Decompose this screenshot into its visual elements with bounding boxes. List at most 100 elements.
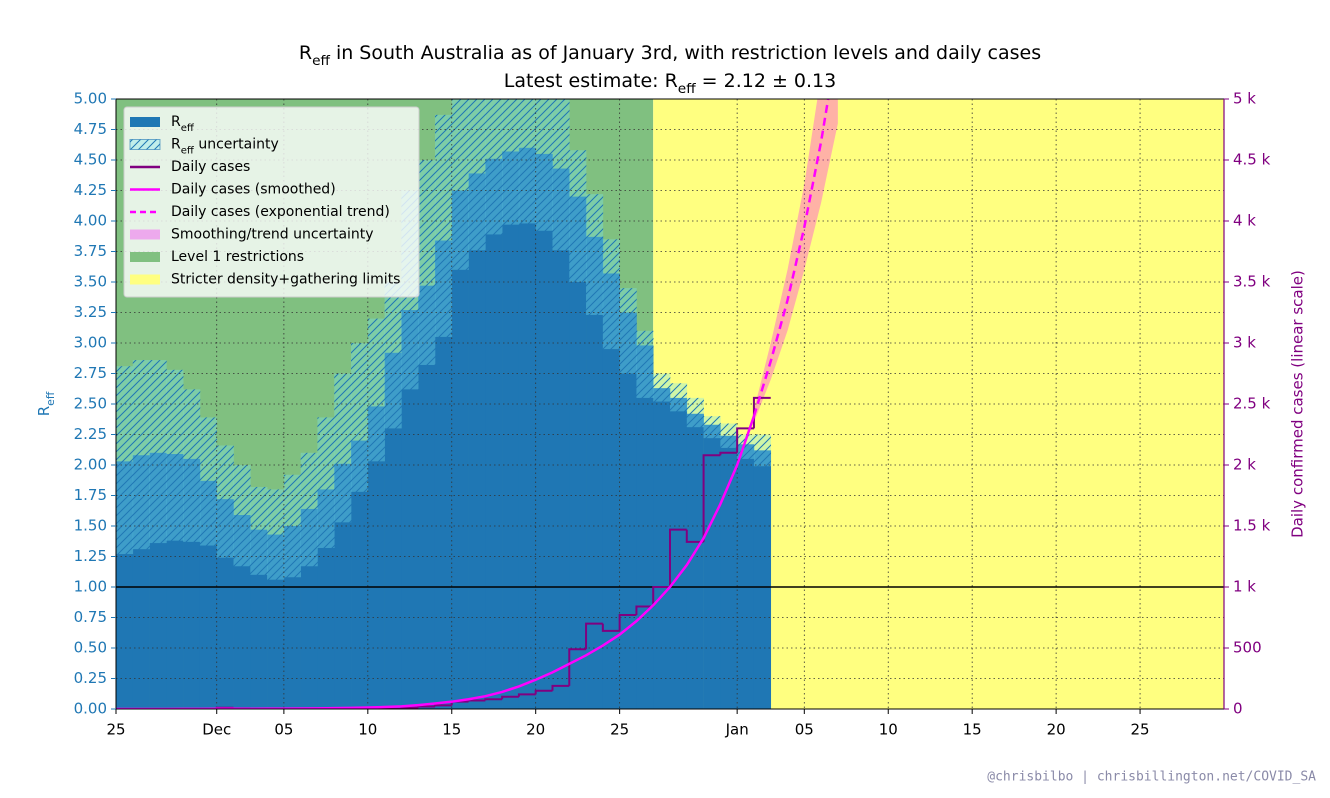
text-part: eff: [181, 145, 195, 156]
grid-layer: [116, 99, 1224, 709]
x-tick-label: Dec: [202, 721, 231, 739]
legend-label: Daily cases: [171, 159, 250, 175]
y-tick-label: 2.50: [74, 395, 107, 413]
y-tick-label: 3.25: [74, 303, 107, 321]
y-tick-label: 1.00: [74, 578, 107, 596]
daily-cases-step: [534, 689, 553, 695]
y-tick-label: 0.25: [74, 669, 107, 687]
legend-label: Smoothing/trend uncertainty: [171, 227, 374, 243]
y-tick-label: 0.50: [74, 639, 107, 657]
reff-bar: [451, 190, 469, 709]
legend-swatch: [130, 252, 160, 262]
reff-bar: [468, 173, 486, 709]
daily-cases-step: [601, 623, 620, 632]
y2-tick-label: 0: [1233, 700, 1243, 718]
daily-cases-step: [568, 648, 587, 686]
reff-uncertainty: [132, 360, 150, 550]
legend-label: Reff uncertainty: [171, 137, 279, 157]
reff-bar: [367, 406, 385, 709]
reff-bar: [418, 285, 436, 709]
reff-uncertainty: [317, 417, 335, 548]
reff-uncertainty: [670, 383, 688, 412]
y-tick-label: 2.75: [74, 364, 107, 382]
y2-tick-label: 4.5 k: [1233, 151, 1271, 169]
daily-cases-step: [685, 529, 704, 543]
cases-layer: [116, 99, 838, 709]
reff-uncertainty: [434, 114, 453, 337]
x-tick-label: 20: [1047, 721, 1066, 739]
legend-box: [123, 106, 420, 298]
reff-uncertainty: [166, 369, 184, 541]
reff-bar: [401, 310, 419, 709]
plot-area: [116, 99, 1224, 709]
reff-bar: [636, 345, 654, 709]
footer: @chrisbilbo | chrisbillington.net/COVID_…: [987, 770, 1316, 785]
x-tick-label: 25: [106, 721, 125, 739]
y2-tick-label: 5 k: [1233, 90, 1256, 108]
y-tick-label: 1.25: [74, 547, 107, 565]
y2-tick-label: 2 k: [1233, 456, 1256, 474]
text-part: eff: [181, 123, 195, 134]
reff-uncertainty: [149, 360, 167, 544]
reff-uncertainty: [250, 486, 268, 575]
daily-cases-step: [433, 704, 452, 707]
text-part: R: [665, 70, 678, 92]
reff-bar: [535, 153, 553, 709]
reff-uncertainty: [686, 397, 704, 428]
reff-uncertainty: [653, 373, 671, 402]
y2-axis-label: Daily confirmed cases (linear scale): [1289, 270, 1307, 538]
y-tick-label: 3.00: [74, 334, 107, 352]
reff-bar: [653, 388, 671, 709]
reff-uncertainty: [451, 99, 469, 270]
reff-bar: [552, 168, 570, 709]
reff-uncertainty: [199, 417, 218, 546]
daily-cases-step: [417, 705, 435, 708]
reff-bar: [703, 424, 721, 709]
text-part: R: [171, 114, 181, 130]
reff-uncertainty: [552, 99, 570, 251]
reff-uncertainty: [703, 416, 721, 439]
daily-cases-step: [635, 605, 654, 616]
y2-tick-label: 1.5 k: [1233, 517, 1271, 535]
reff-uncertainty: [267, 489, 285, 580]
y-tick-label: 4.75: [74, 120, 107, 138]
x-tick-label: 10: [879, 721, 898, 739]
y2-tick-label: 4 k: [1233, 212, 1256, 230]
chart-title: Reff in South Australia as of January 3r…: [299, 42, 1041, 70]
text-part: R: [35, 406, 53, 416]
y2-tick-label: 500: [1233, 639, 1262, 657]
reff-bar: [686, 413, 704, 709]
reff-bar: [569, 196, 587, 709]
y-tick-label: 3.75: [74, 242, 107, 260]
daily-cases-step: [501, 695, 519, 700]
x-tick-label: Jan: [725, 721, 749, 739]
reff-bar: [602, 273, 620, 709]
daily-cases-step: [585, 622, 603, 650]
trend-line: [752, 99, 830, 417]
y-tick-label: 3.50: [74, 273, 107, 291]
daily-cases-step: [736, 427, 754, 453]
legend-swatch: [129, 139, 161, 150]
text-part: R: [171, 137, 181, 153]
y-tick-label: 1.75: [74, 486, 107, 504]
reff-uncertainty: [418, 160, 436, 365]
reff-uncertainty: [351, 343, 369, 492]
x-tick-label: 05: [795, 721, 814, 739]
text-part: Latest estimate:: [504, 70, 665, 92]
reff-bar: [384, 352, 402, 709]
y-tick-label: 4.25: [74, 181, 107, 199]
y2-tick-label: 3 k: [1233, 334, 1256, 352]
reff-uncertainty: [468, 99, 486, 251]
y2-tick-label: 1 k: [1233, 578, 1256, 596]
reff-bar: [434, 240, 453, 709]
reff-uncertainty: [334, 373, 352, 523]
y-tick-label: 0.75: [74, 608, 107, 626]
x-tick-label: 05: [274, 721, 293, 739]
text-part: eff: [678, 81, 696, 97]
daily-cases-step: [652, 586, 670, 607]
x-tick-label: 15: [963, 721, 982, 739]
reff-bar: [619, 312, 637, 709]
reff-bar: [586, 236, 604, 709]
y2-tick-label: 3.5 k: [1233, 273, 1271, 291]
